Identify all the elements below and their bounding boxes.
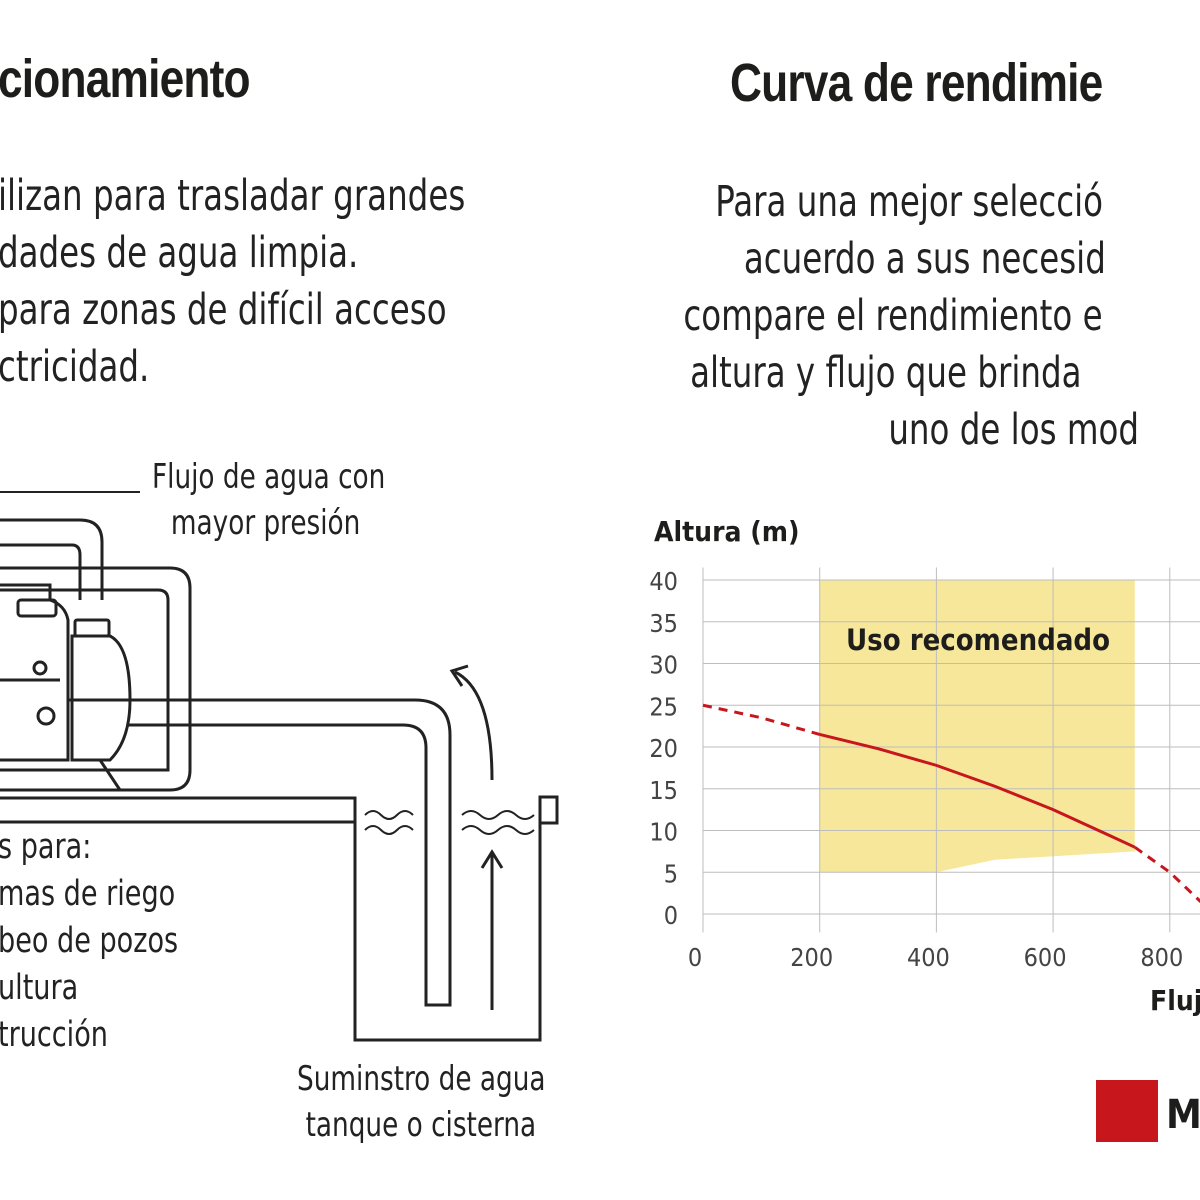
right-title: Curva de rendimie [730,53,1103,113]
pump-frame [0,566,192,792]
tank [0,796,542,1042]
uses-list: s para: mas de riego beo de pozos ultura… [0,824,178,1059]
y-tick-label: 35 [649,609,678,638]
uses-item: ultura [0,968,79,1008]
x-tick-label: 400 [907,943,950,972]
left-title: cionamiento [0,49,251,109]
right-paragraph-line: acuerdo a sus necesid [743,234,1106,284]
series-line-dashed [1133,845,1200,904]
bolt-icon [36,706,56,726]
flow-label-line: mayor presión [170,503,361,543]
left-paragraph-line: ctricidad. [0,342,150,392]
flow-label: Flujo de agua con mayor presión [152,454,385,546]
legend-swatch [1096,1080,1158,1142]
right-paragraph-line: altura y flujo que brinda [690,348,1082,398]
left-paragraph-line: para zonas de difícil acceso [0,285,447,335]
y-tick-label: 15 [649,776,678,805]
left-paragraph-line: ilizan para trasladar grandes [0,171,466,221]
left-paragraph: ilizan para trasladar grandes dades de a… [0,168,465,396]
water-waves-icon [364,810,535,835]
y-tick-label: 25 [649,692,678,721]
right-paragraph-line: uno de los mod [888,405,1139,455]
right-paragraph: Para una mejor selecció acuerdo a sus ne… [680,174,1139,459]
series-line-dashed [702,703,821,736]
y-tick-label: 40 [649,567,678,596]
uses-item: mas de riego [0,874,176,914]
x-axis-label: Flujo [1150,984,1200,1017]
y-tick-label: 30 [649,651,678,680]
y-axis-label: Altura (m) [654,515,800,548]
supply-label-line: tanque o cisterna [305,1105,537,1145]
pump-diagram [0,491,559,1042]
uses-item: trucción [0,1015,108,1055]
left-paragraph-line: dades de agua limpia. [0,228,359,278]
y-tick-label: 0 [664,901,678,930]
y-tick-label: 10 [649,818,678,847]
supply-label-line: Suminstro de agua [297,1059,546,1099]
recommended-zone [819,580,1135,873]
series-line [819,733,1136,849]
curved-arrow-icon [454,670,494,781]
right-paragraph-line: Para una mejor selecció [715,177,1104,227]
uses-item: s para: [0,827,92,867]
uses-item: beo de pozos [0,921,179,961]
recommended-zone-label: Uso recomendado [846,623,1110,657]
outlet-pipe [0,518,104,600]
x-tick-label: 600 [1024,943,1067,972]
flow-label-line: Flujo de agua con [152,457,386,497]
x-tick-label: 200 [790,943,833,972]
inlet-pipe [128,698,452,1007]
x-tick-label: 800 [1140,943,1183,972]
x-tick-label: 0 [688,943,702,972]
tank-rim [538,795,559,825]
y-tick-label: 20 [649,734,678,763]
right-paragraph-line: compare el rendimiento e [683,291,1103,341]
supply-label: Suminstro de agua tanque o cisterna [297,1056,545,1148]
legend-label: MC [1166,1092,1200,1138]
y-tick-label: 5 [664,859,678,888]
